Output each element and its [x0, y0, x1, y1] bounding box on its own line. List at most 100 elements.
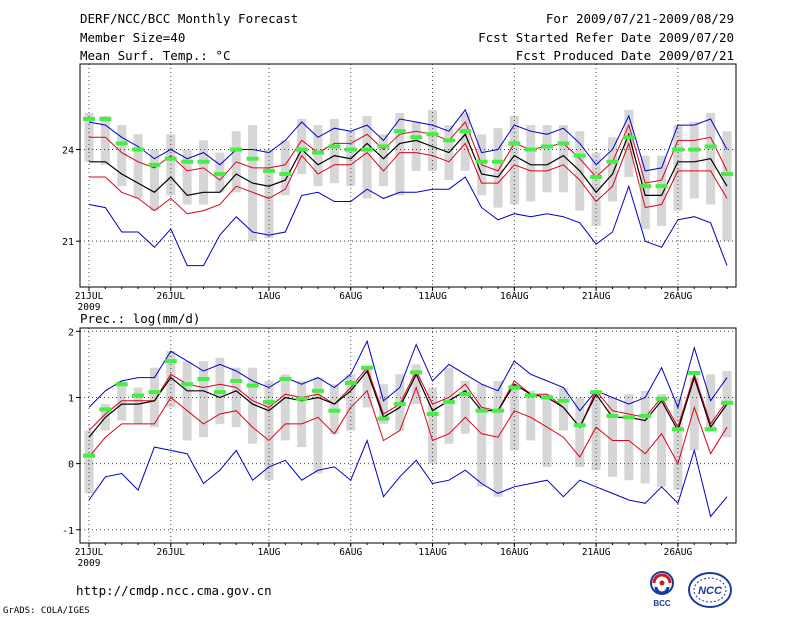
median-marker [508, 141, 521, 146]
spread-bar [182, 361, 192, 441]
median-marker [704, 427, 717, 432]
median-marker [230, 147, 243, 152]
median-marker [361, 365, 374, 370]
median-marker [655, 184, 668, 189]
series-line-min [88, 176, 728, 267]
ncc-logo-text: NCC [698, 585, 723, 597]
median-marker [671, 427, 684, 432]
spread-bar [149, 367, 159, 428]
median-marker [393, 129, 406, 134]
spread-bar [346, 374, 356, 431]
x-tick-label: 16AUG [500, 291, 529, 302]
median-marker [181, 159, 194, 164]
median-marker [328, 408, 341, 413]
plot-frame [79, 63, 737, 288]
spread-bar [378, 384, 388, 424]
spread-bar [444, 367, 454, 444]
median-marker [99, 407, 112, 412]
spread-bar [297, 118, 307, 174]
forecast-period: For 2009/07/21-2009/08/29 [545, 11, 734, 26]
spread-bar [133, 387, 143, 424]
median-marker [426, 412, 439, 416]
bcc-logo-text: BCC [653, 599, 671, 608]
median-marker [459, 392, 472, 397]
spread-bar [329, 118, 339, 184]
spread-bar [657, 394, 667, 487]
variable-label: Mean Surf. Temp.: °C [80, 48, 231, 63]
median-marker [410, 135, 423, 140]
median-marker [410, 370, 423, 375]
median-marker [246, 156, 259, 161]
x-tick-label: 26JUL [156, 547, 185, 558]
median-marker [132, 393, 145, 398]
median-marker [377, 144, 390, 149]
spread-bar [411, 364, 421, 405]
median-marker [115, 382, 128, 387]
median-marker [622, 135, 635, 140]
grads-credit: GrADS: COLA/IGES [3, 606, 90, 616]
median-marker [491, 408, 504, 413]
median-marker [704, 144, 717, 149]
y-tick-label: 0 [68, 460, 74, 471]
spread-bar [378, 134, 388, 187]
spread-bar [460, 112, 470, 171]
x-tick-label: 6AUG [339, 547, 362, 558]
x-tick-label: 26AUG [664, 291, 693, 302]
spread-bar [297, 380, 307, 448]
median-marker [83, 453, 95, 458]
spread-bar [493, 380, 503, 497]
y-tick-label: -1 [62, 526, 74, 537]
spread-bar [689, 122, 699, 199]
spread-bar [264, 380, 274, 481]
spread-bar [673, 397, 683, 491]
spread-bar [640, 155, 650, 229]
spread-bar [264, 149, 274, 239]
x-tick-label: 21JUL [75, 547, 104, 558]
spread-bar [509, 384, 519, 451]
median-marker [573, 153, 586, 158]
median-marker [475, 159, 488, 164]
spread-bar [558, 387, 568, 431]
x-tick-label: 26JUL [156, 291, 185, 302]
median-marker [328, 144, 341, 149]
median-marker [557, 398, 570, 403]
median-marker [639, 413, 652, 418]
spread-bar [607, 397, 617, 477]
spread-bar [689, 377, 699, 451]
spread-bar [657, 155, 667, 226]
spread-bar [133, 134, 143, 199]
spread-bar [542, 394, 552, 467]
precip-panel-title: Prec.: log(mm/d) [80, 311, 201, 326]
median-marker [639, 184, 652, 189]
spread-bar [362, 115, 372, 199]
median-marker [132, 147, 145, 152]
spread-bar [248, 367, 258, 444]
spread-bar [526, 390, 536, 441]
median-marker [622, 415, 635, 420]
median-marker [377, 416, 390, 421]
median-marker [475, 408, 488, 413]
spread-bar [640, 390, 650, 484]
median-marker [524, 393, 537, 398]
median-marker [262, 400, 275, 405]
spread-bar [542, 125, 552, 193]
median-marker [361, 147, 374, 152]
median-marker [442, 138, 455, 143]
median-marker [262, 168, 275, 173]
x-tick-label: 21AUG [582, 547, 611, 558]
spread-bar [493, 128, 503, 208]
median-marker [213, 390, 226, 395]
spread-bar [526, 125, 536, 202]
median-marker [164, 359, 177, 364]
median-marker [197, 159, 210, 164]
x-tick-label: 21AUG [582, 291, 611, 302]
median-marker [721, 171, 733, 176]
spread-bar [477, 384, 487, 487]
forecast-title: DERF/NCC/BCC Monthly Forecast [80, 11, 299, 26]
median-marker [426, 132, 439, 137]
spread-bar [624, 394, 634, 481]
source-url[interactable]: http://cmdp.ncc.cma.gov.cn [76, 583, 272, 598]
spread-bar [117, 125, 127, 187]
spread-bar [673, 125, 683, 211]
